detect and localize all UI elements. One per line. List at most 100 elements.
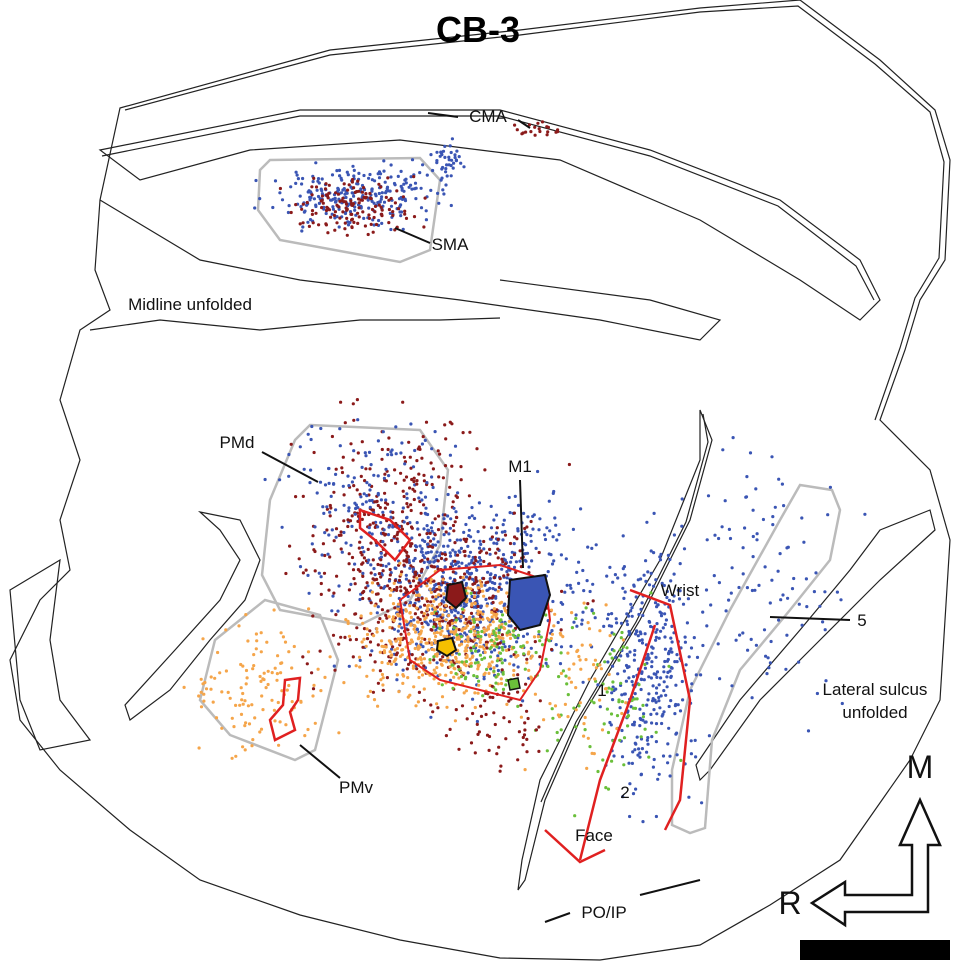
label-dot: [655, 731, 658, 734]
label-dot: [224, 628, 227, 631]
label-dot: [646, 739, 649, 742]
label-dot: [509, 633, 512, 636]
label-dot: [410, 188, 413, 191]
label-dot: [625, 680, 628, 683]
label-dot: [503, 659, 506, 662]
label-dot: [349, 199, 352, 202]
label-dot: [658, 773, 661, 776]
label-dot: [572, 662, 575, 665]
label-dot: [433, 669, 436, 672]
label-dot: [441, 188, 444, 191]
label-dot: [258, 730, 261, 733]
label-dot: [579, 507, 582, 510]
label-dot: [522, 512, 525, 515]
label-dot: [482, 526, 485, 529]
label-dot: [608, 624, 611, 627]
label-dot: [781, 483, 784, 486]
label-dot: [329, 655, 332, 658]
label-dot: [260, 728, 263, 731]
label-dot: [331, 435, 334, 438]
label-dot: [271, 671, 274, 674]
label-dot: [388, 626, 391, 629]
label-dot: [402, 564, 405, 567]
label-dot: [807, 729, 810, 732]
label-dot: [693, 636, 696, 639]
label-dot: [425, 532, 428, 535]
label-dot: [240, 698, 243, 701]
label-dot: [384, 507, 387, 510]
label-dot: [534, 134, 537, 137]
label-dot: [335, 575, 338, 578]
label-dot: [664, 623, 667, 626]
label-dot: [311, 534, 314, 537]
label-dot: [537, 635, 540, 638]
label-dot: [561, 603, 564, 606]
label-dot: [682, 603, 685, 606]
label-dot: [393, 588, 396, 591]
label-dot: [365, 196, 368, 199]
label-dot: [416, 527, 419, 530]
label-dot: [361, 646, 364, 649]
label-dot: [355, 626, 358, 629]
label-dot: [366, 633, 369, 636]
label-dot: [420, 661, 423, 664]
label-dot: [624, 590, 627, 593]
label-dot: [344, 222, 347, 225]
label-dot: [449, 555, 452, 558]
label-dot: [483, 673, 486, 676]
label-dot: [380, 639, 383, 642]
label-dot: [462, 672, 465, 675]
label-dot: [659, 553, 662, 556]
label-dot: [397, 175, 400, 178]
label-dot: [482, 540, 485, 543]
label-dot: [361, 575, 364, 578]
label-dot: [606, 660, 609, 663]
label-dot: [418, 445, 421, 448]
label-dot: [436, 706, 439, 709]
label-dot: [438, 586, 441, 589]
label-dot: [301, 225, 304, 228]
label-dot: [690, 752, 693, 755]
label-dot: [210, 675, 213, 678]
label-dot: [519, 704, 522, 707]
label-dot: [479, 705, 482, 708]
label-dot: [402, 190, 405, 193]
label-dot: [527, 669, 530, 672]
label-dot: [523, 728, 526, 731]
label-dot: [619, 648, 622, 651]
label-dot: [358, 206, 361, 209]
label-dot: [338, 174, 341, 177]
label-dot: [655, 686, 658, 689]
label-dot: [405, 516, 408, 519]
label-dot: [197, 694, 200, 697]
label-dot: [489, 623, 492, 626]
label-dot: [640, 735, 643, 738]
label-dot: [275, 679, 278, 682]
label-dot: [312, 687, 315, 690]
label-dot: [326, 231, 329, 234]
label-dot: [277, 701, 280, 704]
label-dot: [384, 181, 387, 184]
label-dot: [477, 661, 480, 664]
label-dot: [671, 640, 674, 643]
label-dot: [265, 641, 268, 644]
label-dot: [310, 425, 313, 428]
label-dot: [374, 660, 377, 663]
label-dot: [322, 202, 325, 205]
label-dot: [366, 637, 369, 640]
label-dot: [495, 531, 498, 534]
label-dot: [332, 482, 335, 485]
label-dot: [588, 745, 591, 748]
label-dot: [449, 527, 452, 530]
label-dot: [372, 474, 375, 477]
label-dot: [424, 512, 427, 515]
label-dot: [352, 577, 355, 580]
label-dot: [425, 218, 428, 221]
label-dot: [438, 627, 441, 630]
label-dot: [441, 613, 444, 616]
label-dot: [412, 667, 415, 670]
label-dot: [390, 589, 393, 592]
label-dot: [514, 651, 517, 654]
label-dot: [495, 542, 498, 545]
label-dot: [727, 599, 730, 602]
